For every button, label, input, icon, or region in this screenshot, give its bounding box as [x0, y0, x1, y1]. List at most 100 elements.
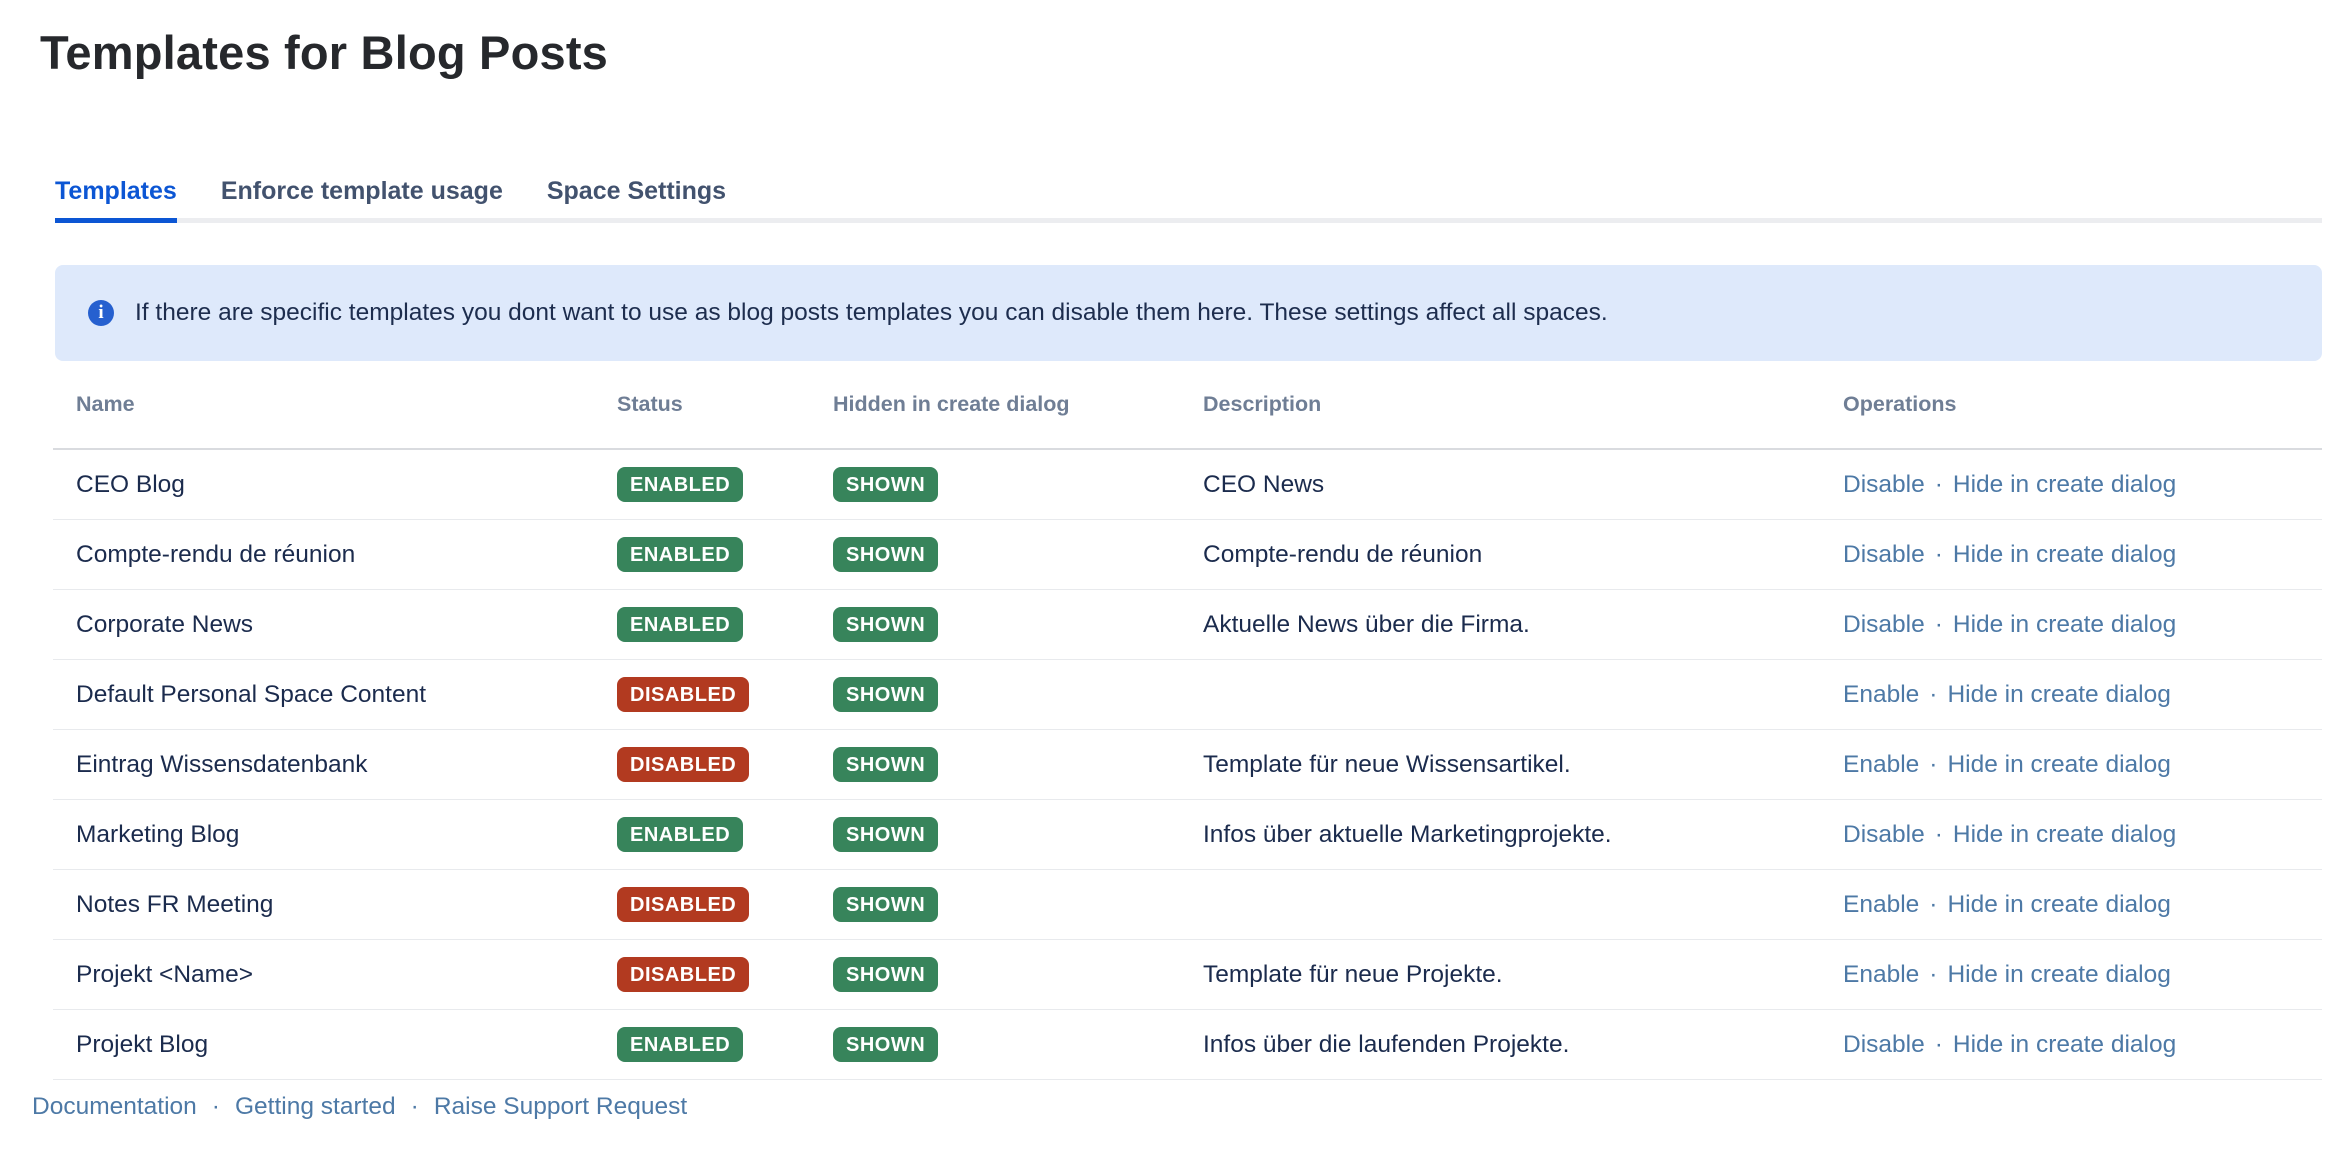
operations-cell: Disable · Hide in create dialog — [1843, 541, 2322, 569]
hide-in-create-dialog-link[interactable]: Hide in create dialog — [1947, 960, 2171, 988]
hide-in-create-dialog-link[interactable]: Hide in create dialog — [1952, 820, 2177, 848]
operation-separator: · — [1929, 750, 1938, 778]
table-row: Projekt <Name> DISABLED SHOWN Template für … — [53, 940, 2322, 1010]
status-badge: ENABLED — [617, 817, 744, 852]
hidden-cell: SHOWN — [833, 887, 1203, 922]
table-row: Notes FR Meeting DISABLED SHOWN Enable · Hide… — [53, 870, 2322, 940]
enable-link[interactable]: Enable — [1843, 680, 1920, 708]
disable-link[interactable]: Disable — [1843, 610, 1925, 638]
status-badge: DISABLED — [617, 957, 750, 992]
hide-in-create-dialog-link[interactable]: Hide in create dialog — [1952, 470, 2177, 498]
status-badge: ENABLED — [617, 537, 744, 572]
hidden-badge: SHOWN — [833, 677, 939, 712]
tab-bar: Templates Enforce template usage Space Set… — [55, 177, 2322, 223]
operation-separator: · — [1934, 1030, 1943, 1058]
hidden-cell: SHOWN — [833, 747, 1203, 782]
templates-table: Name Status Hidden in create dialog Desc… — [53, 361, 2322, 1080]
status-cell: DISABLED — [617, 957, 833, 992]
column-header-status: Status — [617, 392, 683, 416]
disable-link[interactable]: Disable — [1843, 540, 1925, 568]
template-name: Corporate News — [76, 610, 254, 638]
status-badge: ENABLED — [617, 607, 744, 642]
template-name: Projekt Blog — [76, 1030, 209, 1058]
status-badge: DISABLED — [617, 887, 750, 922]
hidden-badge: SHOWN — [833, 537, 939, 572]
operations-cell: Enable · Hide in create dialog — [1843, 891, 2322, 919]
enable-link[interactable]: Enable — [1843, 960, 1920, 988]
status-badge: DISABLED — [617, 747, 750, 782]
hidden-badge: SHOWN — [833, 817, 939, 852]
operation-separator: · — [1934, 540, 1943, 568]
table-header-row: Name Status Hidden in create dialog Desc… — [53, 361, 2322, 450]
footer-link-documentation[interactable]: Documentation — [32, 1093, 197, 1120]
footer-separator: · — [410, 1093, 419, 1120]
status-cell: ENABLED — [617, 817, 833, 852]
page-title: Templates for Blog Posts — [40, 26, 609, 79]
hidden-badge: SHOWN — [833, 957, 939, 992]
table-row: CEO Blog ENABLED SHOWN CEO News Disable · Hide… — [53, 450, 2322, 520]
column-header-operations: Operations — [1843, 392, 1957, 416]
footer-link-raise-support-request[interactable]: Raise Support Request — [433, 1093, 688, 1120]
tab-space-settings[interactable]: Space Settings — [546, 177, 727, 205]
template-description: CEO News — [1203, 470, 1325, 498]
operation-separator: · — [1934, 820, 1943, 848]
disable-link[interactable]: Disable — [1843, 1030, 1925, 1058]
enable-link[interactable]: Enable — [1843, 750, 1920, 778]
status-cell: ENABLED — [617, 537, 833, 572]
operation-separator: · — [1934, 470, 1943, 498]
tab-templates[interactable]: Templates — [55, 177, 177, 223]
template-description: Aktuelle News über die Firma. — [1203, 610, 1530, 638]
hide-in-create-dialog-link[interactable]: Hide in create dialog — [1947, 680, 2171, 708]
hidden-cell: SHOWN — [833, 607, 1203, 642]
template-name: Notes FR Meeting — [76, 890, 274, 918]
status-cell: DISABLED — [617, 747, 833, 782]
banner-text: If there are specific templates you dont… — [135, 299, 1608, 326]
status-cell: DISABLED — [617, 677, 833, 712]
hidden-cell: SHOWN — [833, 467, 1203, 502]
operation-separator: · — [1929, 680, 1938, 708]
status-cell: ENABLED — [617, 607, 833, 642]
hide-in-create-dialog-link[interactable]: Hide in create dialog — [1947, 750, 2171, 778]
hide-in-create-dialog-link[interactable]: Hide in create dialog — [1952, 610, 2177, 638]
operation-separator: · — [1934, 610, 1943, 638]
hidden-cell: SHOWN — [833, 1027, 1203, 1062]
template-name: Projekt <Name> — [76, 960, 254, 988]
hide-in-create-dialog-link[interactable]: Hide in create dialog — [1952, 540, 2177, 568]
footer-links: Documentation · Getting started · Raise Supp… — [32, 1093, 2344, 1121]
template-name: Default Personal Space Content — [76, 680, 427, 708]
footer-separator: · — [211, 1093, 220, 1120]
status-cell: DISABLED — [617, 887, 833, 922]
template-name: Compte-rendu de réunion — [76, 540, 356, 568]
hidden-cell: SHOWN — [833, 677, 1203, 712]
template-table-body: CEO Blog ENABLED SHOWN CEO News Disable · Hide… — [53, 450, 2322, 1080]
enable-link[interactable]: Enable — [1843, 890, 1920, 918]
template-description: Infos über die laufenden Projekte. — [1203, 1030, 1570, 1058]
operations-cell: Disable · Hide in create dialog — [1843, 471, 2322, 499]
column-header-description: Description — [1203, 392, 1322, 416]
operations-cell: Disable · Hide in create dialog — [1843, 1031, 2322, 1059]
table-row: Corporate News ENABLED SHOWN Aktuelle News … — [53, 590, 2322, 660]
disable-link[interactable]: Disable — [1843, 820, 1925, 848]
hidden-badge: SHOWN — [833, 1027, 939, 1062]
template-name: Marketing Blog — [76, 820, 240, 848]
hidden-cell: SHOWN — [833, 537, 1203, 572]
template-name: Eintrag Wissensdatenbank — [76, 750, 368, 778]
info-banner: i If there are specific templates you do… — [55, 265, 2322, 361]
hide-in-create-dialog-link[interactable]: Hide in create dialog — [1952, 1030, 2177, 1058]
hide-in-create-dialog-link[interactable]: Hide in create dialog — [1947, 890, 2171, 918]
disable-link[interactable]: Disable — [1843, 470, 1925, 498]
footer-link-getting-started[interactable]: Getting started — [234, 1093, 396, 1120]
hidden-badge: SHOWN — [833, 607, 939, 642]
status-badge: DISABLED — [617, 677, 750, 712]
table-row: Eintrag Wissensdatenbank DISABLED SHOWN Tem… — [53, 730, 2322, 800]
hidden-cell: SHOWN — [833, 817, 1203, 852]
column-header-hidden: Hidden in create dialog — [833, 392, 1070, 416]
status-badge: ENABLED — [617, 467, 744, 502]
tab-enforce-template-usage[interactable]: Enforce template usage — [220, 177, 503, 205]
column-header-name: Name — [76, 392, 135, 416]
hidden-badge: SHOWN — [833, 467, 939, 502]
status-badge: ENABLED — [617, 1027, 744, 1062]
template-description: Infos über aktuelle Marketingprojekte. — [1203, 820, 1612, 848]
template-description: Template für neue Projekte. — [1203, 960, 1503, 988]
status-cell: ENABLED — [617, 1027, 833, 1062]
